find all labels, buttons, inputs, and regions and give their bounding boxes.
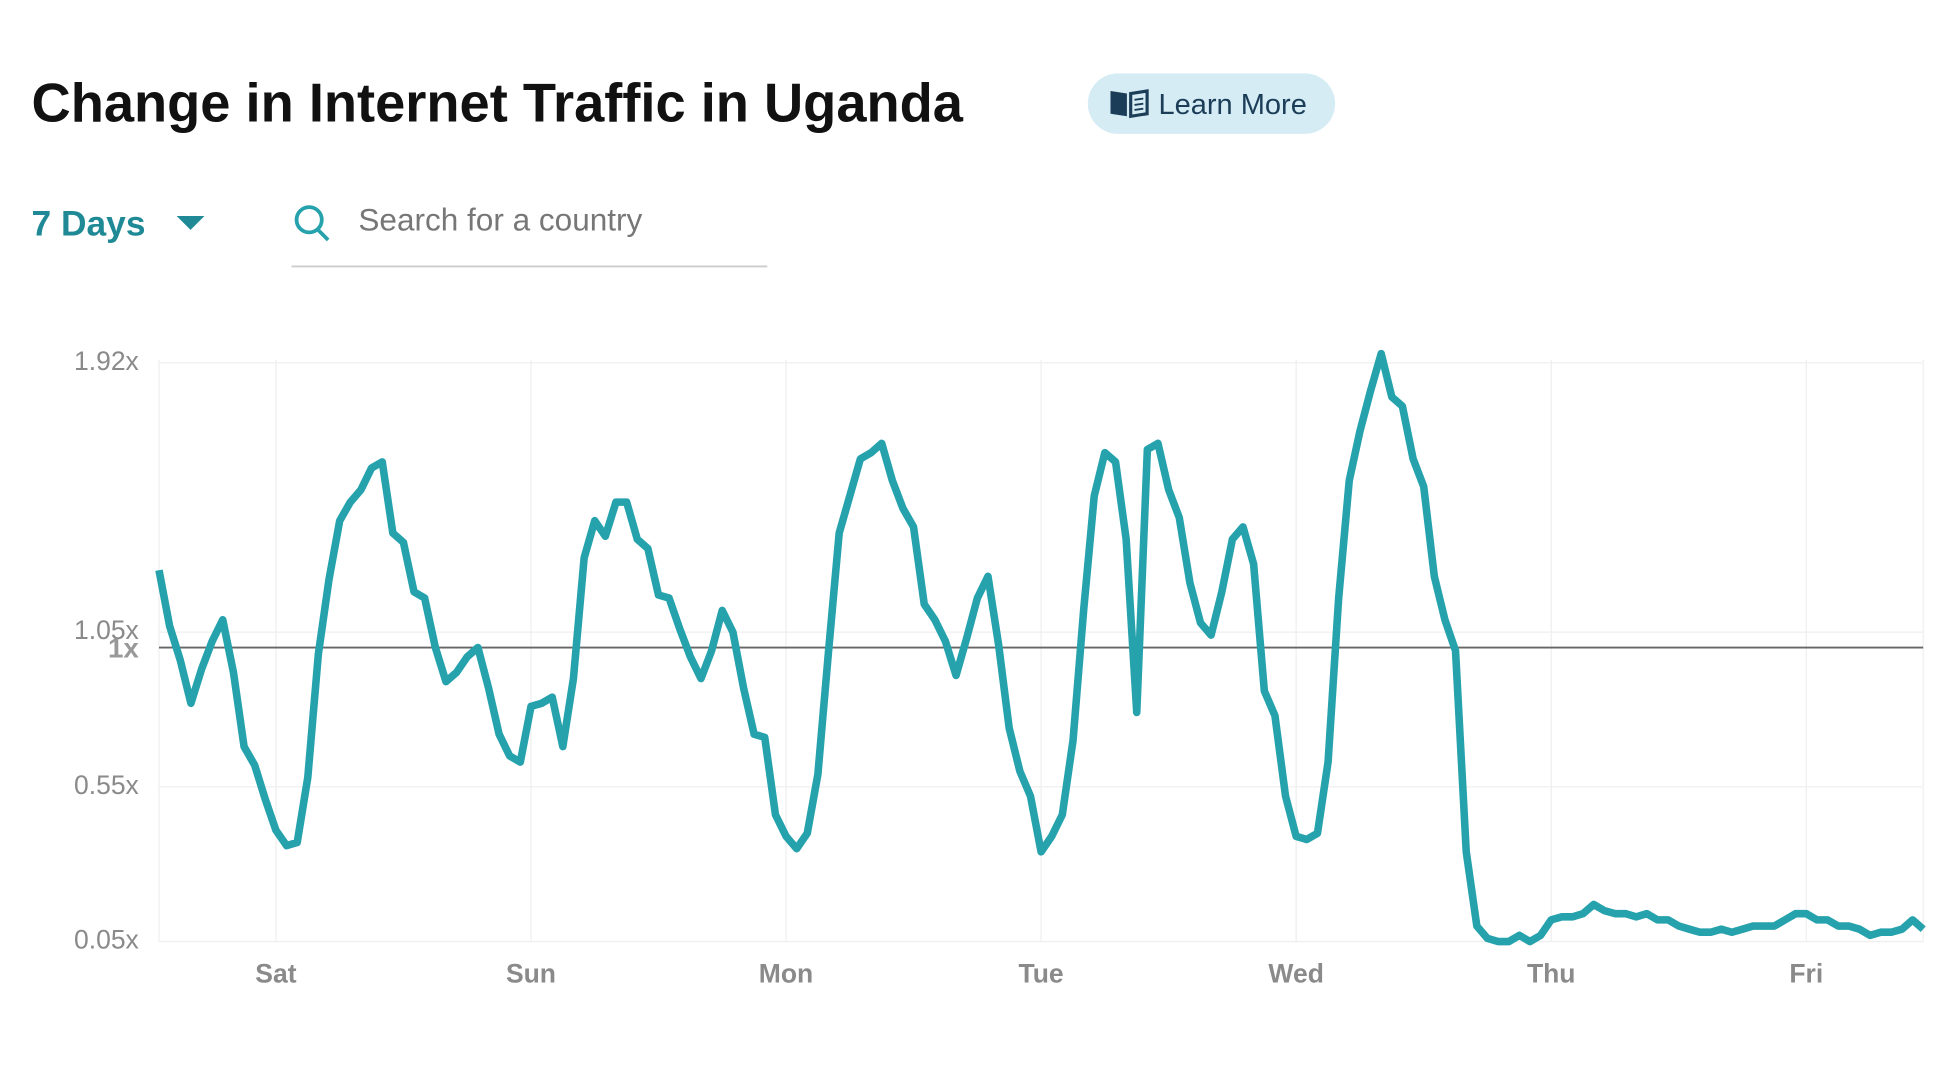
search-placeholder: Search for a country — [358, 202, 642, 238]
search-box[interactable]: Search for a country — [291, 202, 768, 268]
y-tick-label: 0.05x — [74, 925, 139, 955]
x-tick-label: Sat — [255, 959, 296, 989]
reference-label: 1x — [108, 632, 139, 663]
x-tick-label: Thu — [1527, 959, 1576, 989]
dropdown-caret — [176, 215, 205, 230]
x-tick-label: Sun — [506, 959, 556, 989]
learn-more-button[interactable]: Learn More — [1087, 73, 1336, 134]
x-tick-label: Wed — [1268, 959, 1323, 989]
x-tick-label: Tue — [1019, 959, 1064, 989]
range-dropdown[interactable]: 7 Days — [32, 204, 205, 243]
y-tick-label: 1.05x — [74, 615, 139, 645]
x-tick-label: Fri — [1789, 959, 1823, 989]
search-icon-handle — [316, 228, 330, 242]
x-tick-label: Mon — [759, 959, 813, 989]
book-icon — [1110, 89, 1149, 119]
range-label: 7 Days — [32, 204, 146, 243]
button-bg — [1087, 73, 1336, 134]
page-title: Change in Internet Traffic in Uganda — [32, 74, 964, 134]
chart: 0.05x 0.55x 1.05x 1.92x Sat Sun Mon Tue Wed Thu Fr… — [74, 346, 1926, 989]
y-tick-label: 1.92x — [74, 346, 139, 376]
traffic-line — [155, 349, 1926, 946]
search-icon — [294, 205, 324, 235]
button-label: Learn More — [1158, 89, 1306, 121]
y-tick-label: 0.55x — [74, 770, 139, 800]
